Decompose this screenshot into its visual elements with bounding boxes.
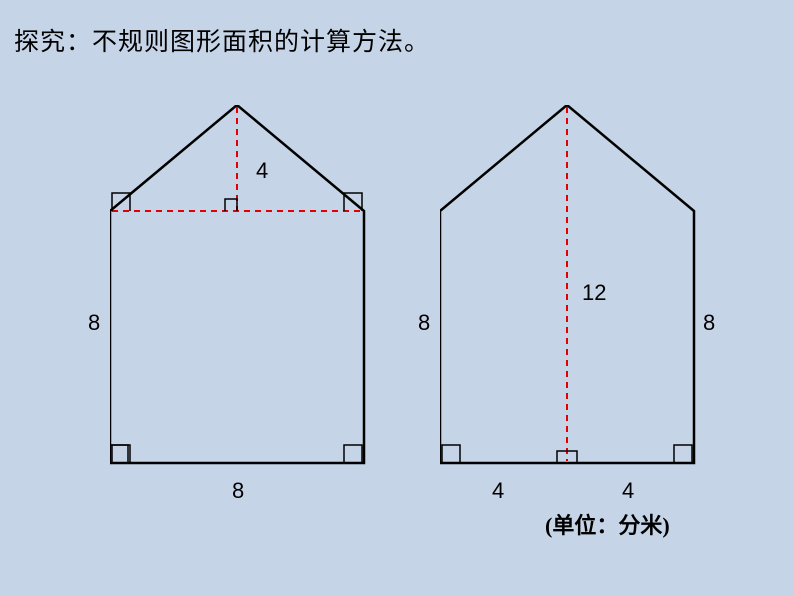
left-base-label: 8 (232, 478, 244, 504)
unit-label: (单位：分米) (545, 508, 670, 540)
left-diagram (110, 105, 370, 470)
right-diagram (440, 105, 700, 470)
right-full-height-label: 12 (582, 280, 606, 306)
right-base-left-half-label: 4 (492, 478, 504, 504)
left-side-label: 8 (88, 310, 100, 336)
left-tri-height-label: 4 (256, 158, 268, 184)
right-left-side-label: 8 (418, 310, 430, 336)
right-right-side-label: 8 (703, 310, 715, 336)
right-base-right-half-label: 4 (622, 478, 634, 504)
page-title: 探究：不规则图形面积的计算方法。 (14, 22, 430, 58)
